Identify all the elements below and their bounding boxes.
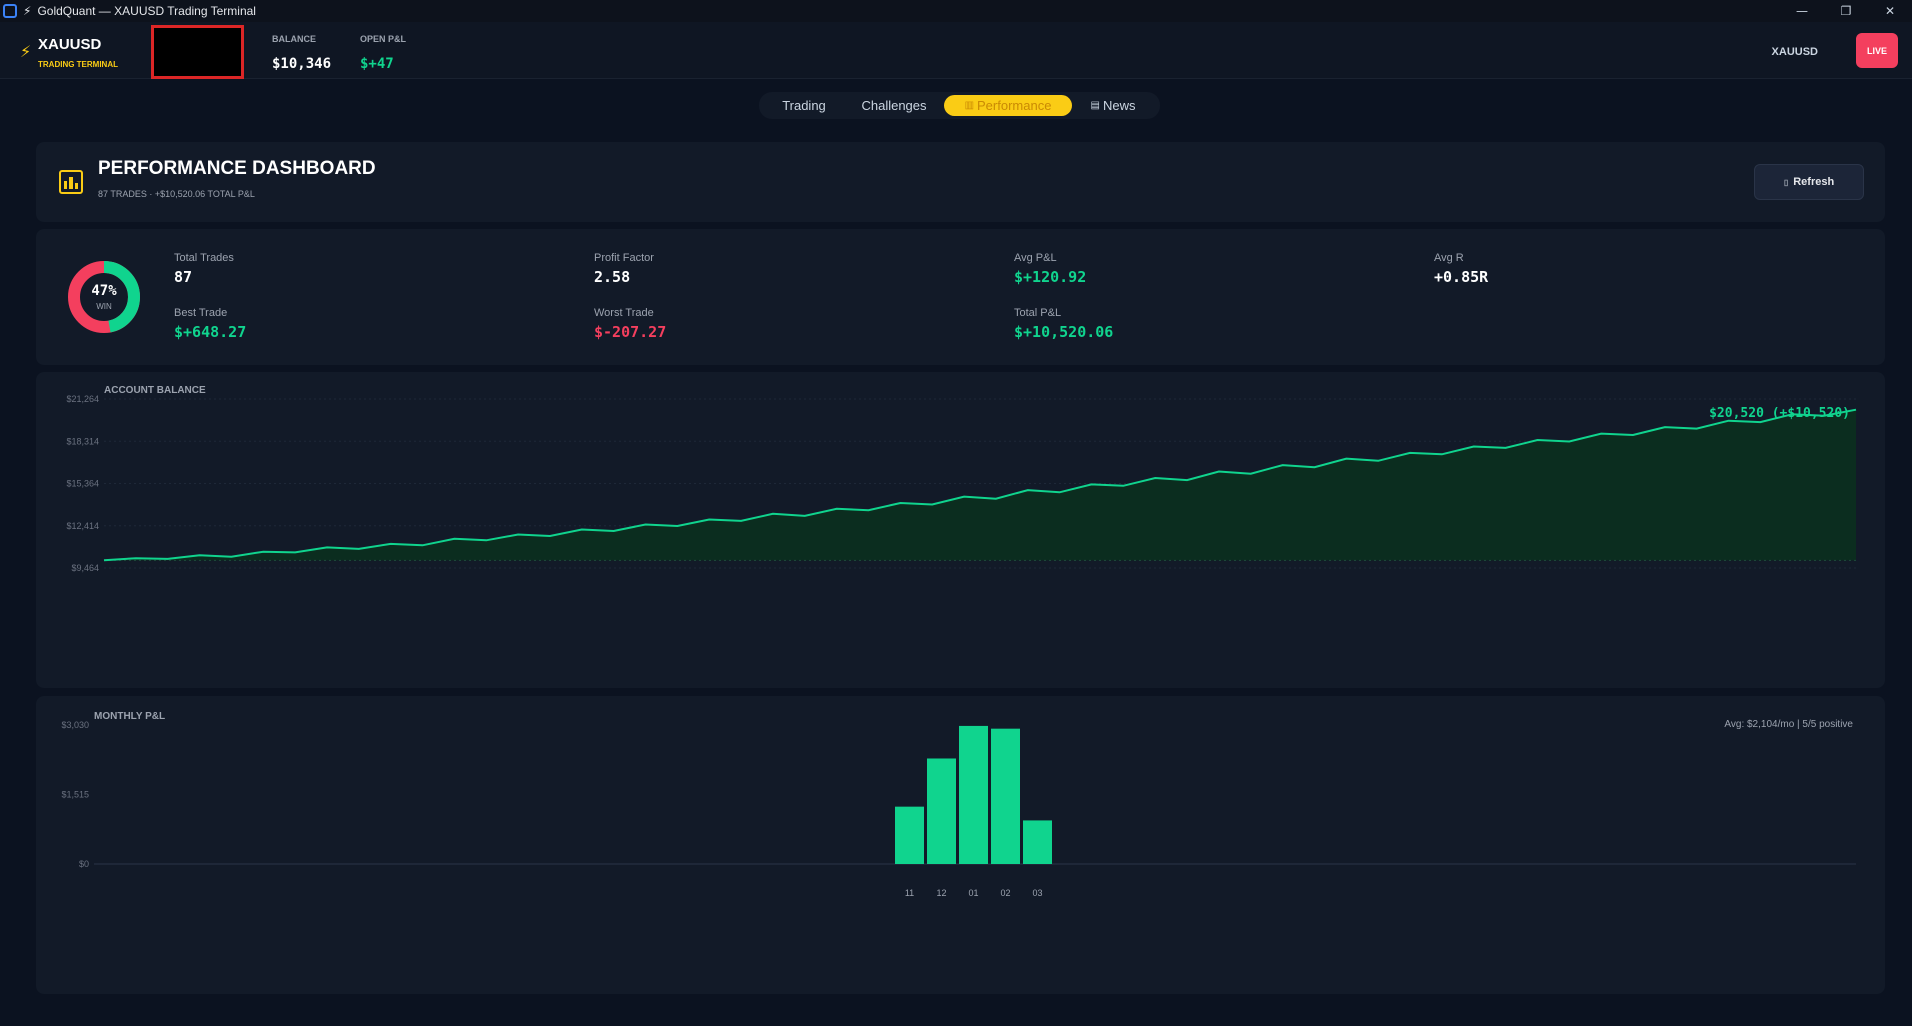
monthly-pnl-chart: $3,030 $1,515 $0 11 12 01 02 03 <box>61 720 1856 898</box>
balance-chart: $21,264 $18,314 $15,364 $12,414 $9,464 $20,52… <box>66 394 1857 573</box>
y-tick-label: $12,414 <box>66 521 99 531</box>
balance-label: BALANCE <box>272 34 316 44</box>
minimize-icon[interactable]: — <box>1796 4 1808 18</box>
metric-value-profit-factor: 2.58 <box>594 268 631 286</box>
y-tick-label: $18,314 <box>66 436 99 446</box>
y-tick-label: $15,364 <box>66 479 99 489</box>
tab-label: Performance <box>977 98 1052 113</box>
bar-02 <box>991 728 1020 864</box>
tab-label: News <box>1102 98 1136 113</box>
x-tick-label: 02 <box>1000 888 1010 898</box>
monthly-summary: Avg: $2,104/mo | 5/5 positive <box>1724 719 1853 730</box>
refresh-button[interactable]: ▯ Refresh <box>1754 164 1864 200</box>
metrics-card: 47% WIN Total Trades 87 Profit Factor 2.… <box>36 229 1885 365</box>
y-tick-label: $3,030 <box>61 720 89 730</box>
live-button[interactable]: LIVE <box>1856 33 1898 68</box>
metric-value-best-trade: $+648.27 <box>174 323 247 341</box>
win-rate-value: 47% <box>91 283 117 299</box>
monthly-pnl-card: $3,030 $1,515 $0 11 12 01 02 03 MONTHLY P&L Avg… <box>36 696 1885 994</box>
end-value-label: $20,520 (+$10,520) <box>1709 406 1850 421</box>
dashboard-header-card: PERFORMANCE DASHBOARD 87 TRADES · +$10,5… <box>36 142 1885 222</box>
bar-01 <box>959 725 988 864</box>
bar-03 <box>1023 820 1052 864</box>
tab-label: Challenges <box>861 98 927 113</box>
metric-value-worst-trade: $-207.27 <box>594 323 667 341</box>
restore-icon[interactable]: ❐ <box>1840 4 1852 18</box>
balance-chart-card: $21,264 $18,314 $15,364 $12,414 $9,464 $20,52… <box>36 372 1885 688</box>
balance-area <box>104 409 1856 561</box>
redacted-region <box>151 25 244 79</box>
refresh-icon: ▯ <box>1783 177 1789 187</box>
window-titlebar: ⚡ GoldQuant — XAUUSD Trading Terminal — … <box>0 0 1912 22</box>
y-tick-label: $9,464 <box>71 563 99 573</box>
bar-11 <box>895 806 924 864</box>
balance-value: $10,346 <box>272 56 332 72</box>
close-icon[interactable]: ✕ <box>1884 4 1896 18</box>
bar-chart-icon: ▥ <box>964 100 975 111</box>
x-tick-label: 12 <box>936 888 946 898</box>
bar-chart-icon <box>59 170 83 194</box>
chart-title: MONTHLY P&L <box>94 711 166 722</box>
metric-label: Avg P&L <box>1014 252 1057 264</box>
open-pnl-value: $+47 <box>360 56 394 72</box>
window-controls: — ❐ ✕ <box>1780 0 1912 22</box>
main-tabs: Trading Challenges ▥ Performance ▤ News <box>759 92 1160 119</box>
metric-label: Profit Factor <box>594 252 654 264</box>
win-rate-label: WIN <box>96 302 112 311</box>
x-tick-label: 03 <box>1032 888 1042 898</box>
balance-line <box>103 408 1857 562</box>
metric-label: Total Trades <box>174 252 234 264</box>
tab-news[interactable]: ▤ News <box>1072 95 1154 116</box>
lightning-icon: ⚡ <box>20 42 32 61</box>
x-tick-label: 01 <box>968 888 978 898</box>
donut-win-arc <box>68 261 140 333</box>
metric-value-avg-r: +0.85R <box>1434 268 1489 286</box>
metric-label: Avg R <box>1434 252 1464 264</box>
metric-value-total-trades: 87 <box>174 268 193 286</box>
window-title: GoldQuant — XAUUSD Trading Terminal <box>37 4 256 18</box>
news-icon: ▤ <box>1090 100 1100 111</box>
metric-label: Total P&L <box>1014 307 1062 319</box>
metric-value-avg-pnl: $+120.92 <box>1014 268 1087 286</box>
tab-label: Trading <box>782 98 826 113</box>
brand-subtitle: TRADING TERMINAL <box>38 60 118 69</box>
open-pnl-label: OPEN P&L <box>360 34 407 44</box>
y-tick-label: $21,264 <box>66 394 99 404</box>
refresh-label: Refresh <box>1793 176 1835 188</box>
y-tick-label: $1,515 <box>61 790 89 800</box>
bolt-icon: ⚡ <box>23 4 32 18</box>
page-subtitle: 87 TRADES · +$10,520.06 TOTAL P&L <box>98 189 255 199</box>
metric-value-total-pnl: $+10,520.06 <box>1014 323 1114 341</box>
metric-label: Best Trade <box>174 307 228 319</box>
chart-title: ACCOUNT BALANCE <box>104 385 206 396</box>
bar-12 <box>927 758 956 864</box>
metric-label: Worst Trade <box>594 307 654 319</box>
tab-challenges[interactable]: Challenges <box>844 95 944 116</box>
tab-performance[interactable]: ▥ Performance <box>944 95 1072 116</box>
header-symbol: XAUUSD <box>1771 46 1818 58</box>
brand-symbol: XAUUSD <box>38 36 102 53</box>
x-tick-label: 11 <box>905 888 914 898</box>
y-tick-label: $0 <box>79 859 89 869</box>
page-title: PERFORMANCE DASHBOARD <box>98 158 376 179</box>
app-icon <box>3 4 17 18</box>
win-rate-donut <box>68 261 140 333</box>
tab-trading[interactable]: Trading <box>764 95 844 116</box>
app-header: ⚡ XAUUSD TRADING TERMINAL BALANCE $10,34… <box>0 22 1912 79</box>
